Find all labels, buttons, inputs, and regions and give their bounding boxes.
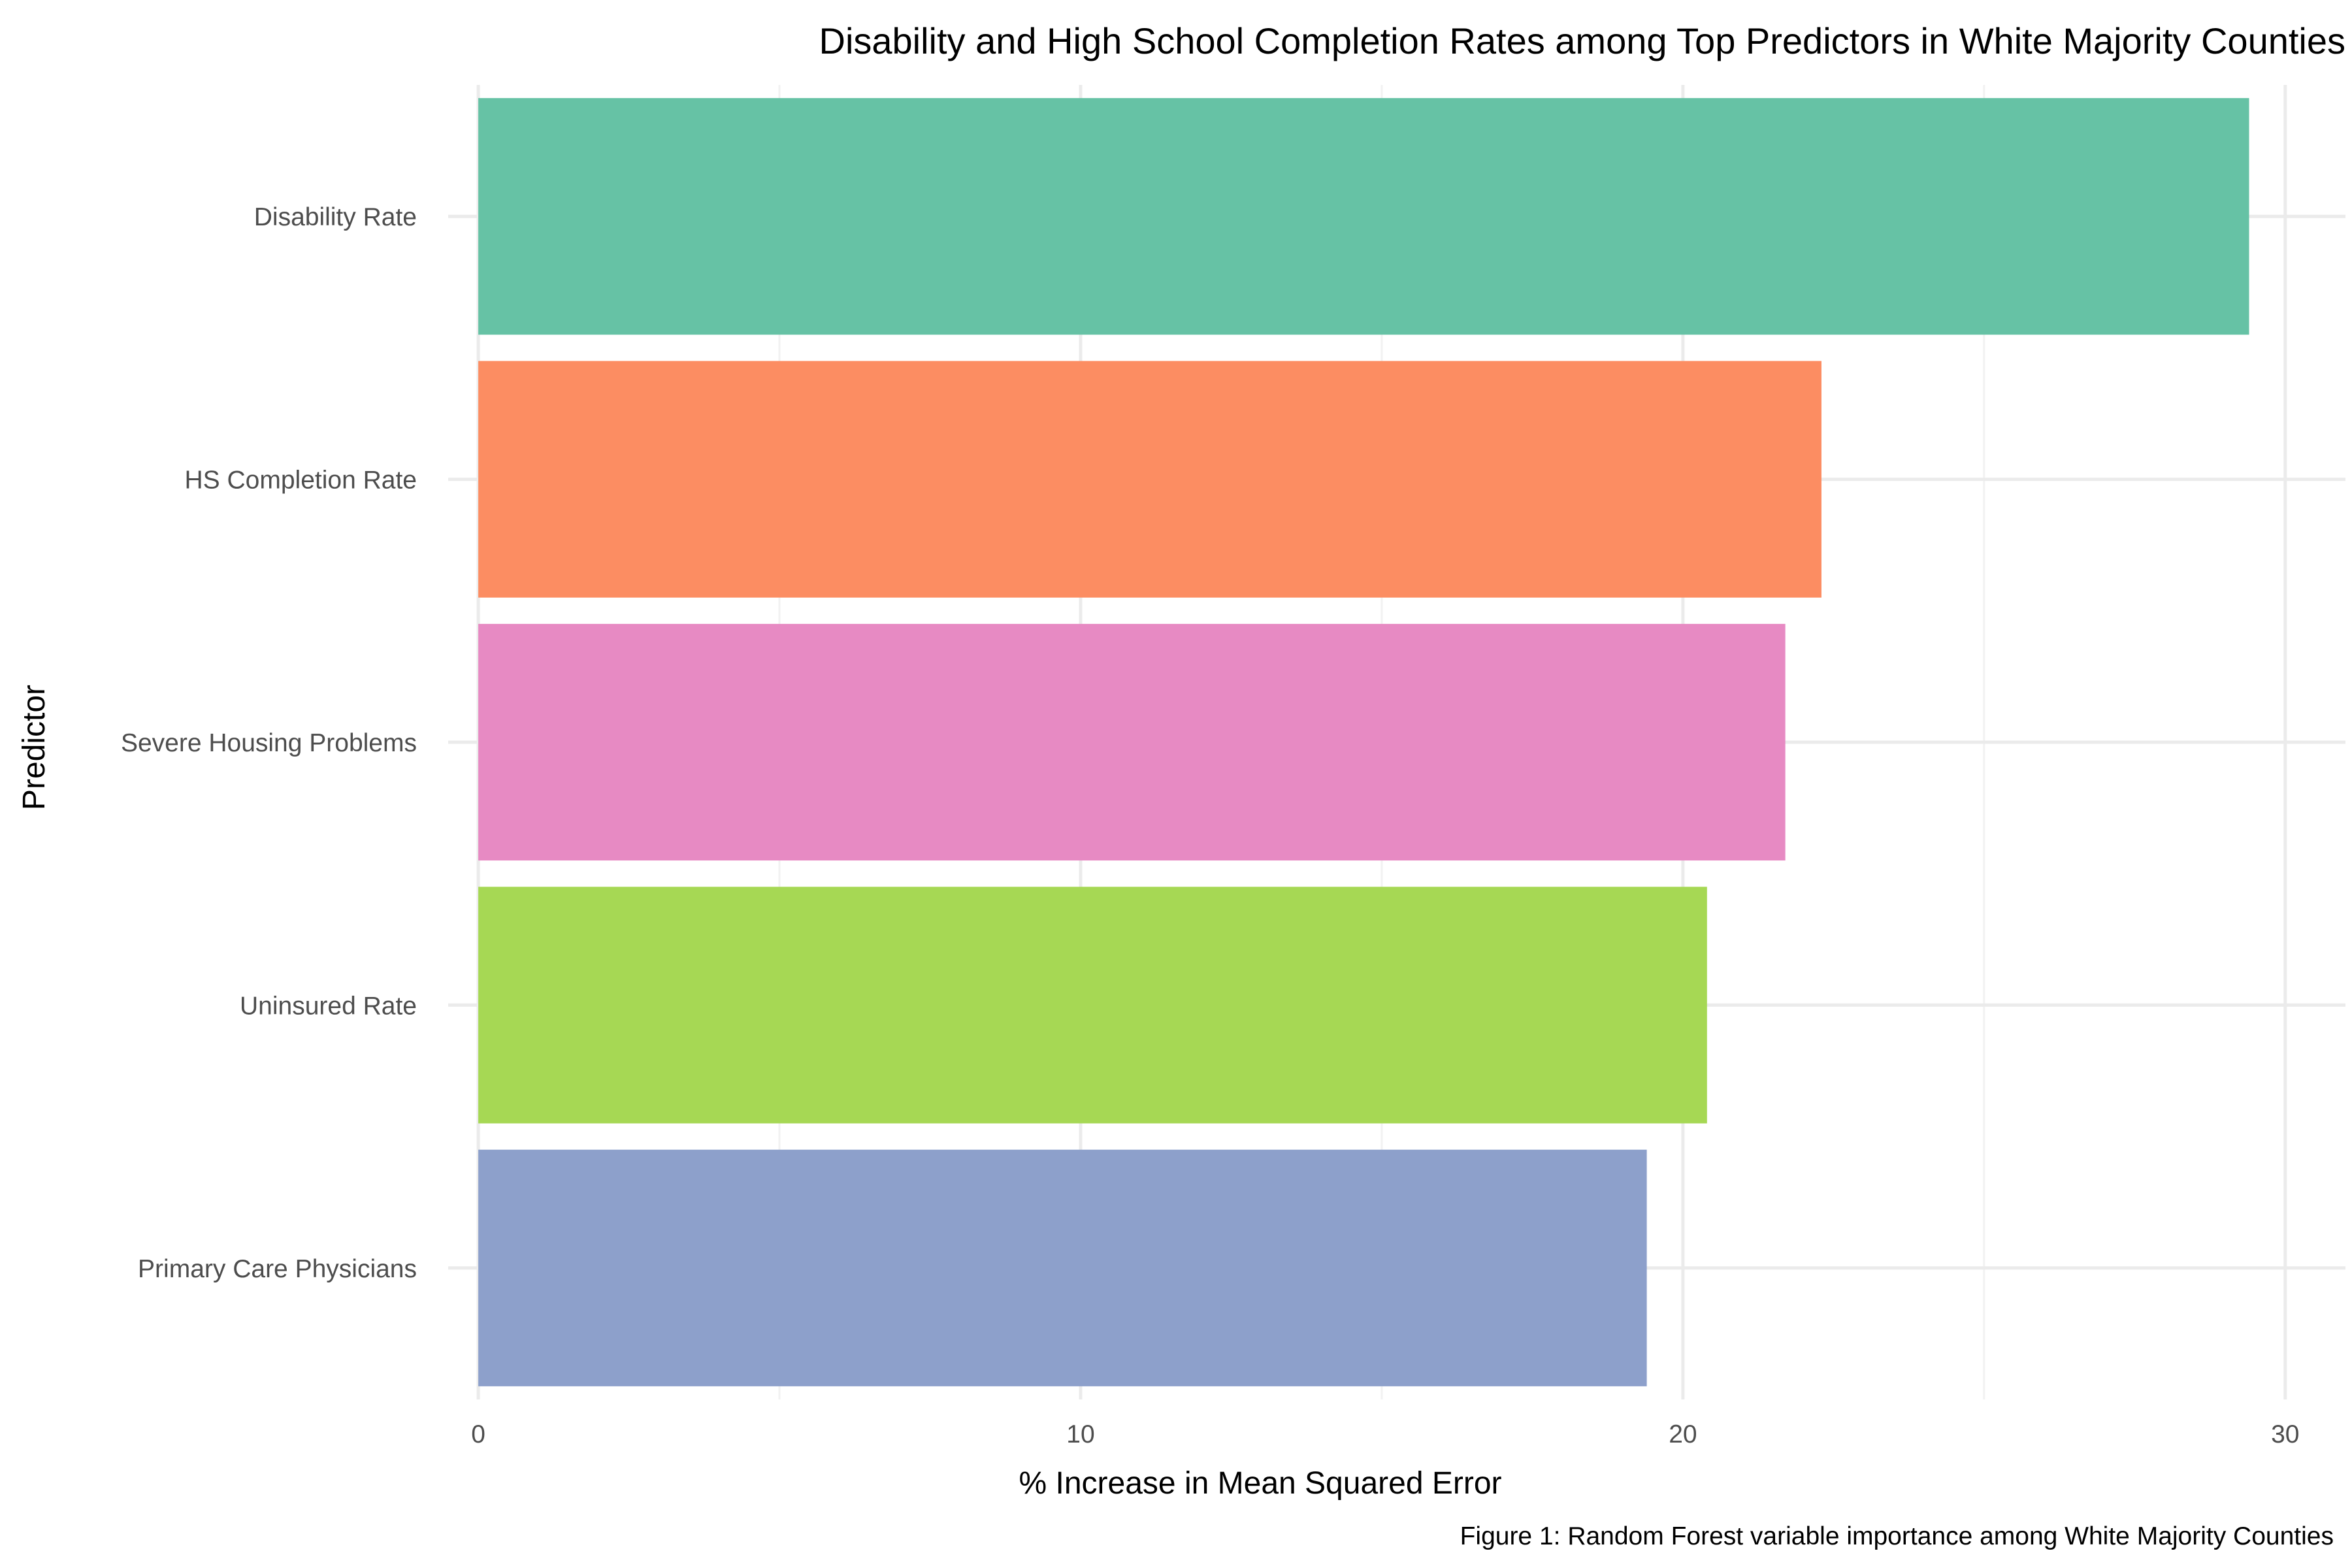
y-axis-tick-labels: Disability Rate HS Completion Rate Severe … bbox=[121, 203, 417, 1283]
bar-disability-rate bbox=[478, 98, 2249, 335]
figure-caption: Figure 1: Random Forest variable importa… bbox=[1460, 1522, 2334, 1550]
bar-uninsured-rate bbox=[478, 887, 1707, 1124]
y-tick-label: Uninsured Rate bbox=[240, 992, 417, 1020]
x-tick-label: 10 bbox=[1066, 1420, 1094, 1448]
bar-severe-housing-problems bbox=[478, 623, 1786, 861]
bar-hs-completion-rate bbox=[478, 361, 1821, 598]
chart-title: Disability and High School Completion Ra… bbox=[819, 20, 2346, 61]
y-tick-label: HS Completion Rate bbox=[185, 466, 417, 495]
x-tick-label: 0 bbox=[471, 1420, 485, 1448]
y-axis-title: Predictor bbox=[17, 685, 52, 810]
y-tick-label: Severe Housing Problems bbox=[121, 729, 417, 757]
bar-primary-care-physicians bbox=[478, 1149, 1647, 1386]
y-tick-label: Primary Care Physicians bbox=[138, 1255, 417, 1283]
x-tick-label: 30 bbox=[2271, 1420, 2299, 1448]
bars bbox=[478, 98, 2249, 1386]
x-axis-title: % Increase in Mean Squared Error bbox=[1019, 1466, 1501, 1501]
y-tick-label: Disability Rate bbox=[254, 203, 417, 231]
x-axis-tick-labels: 0 10 20 30 bbox=[471, 1420, 2299, 1448]
x-tick-label: 20 bbox=[1669, 1420, 1697, 1448]
